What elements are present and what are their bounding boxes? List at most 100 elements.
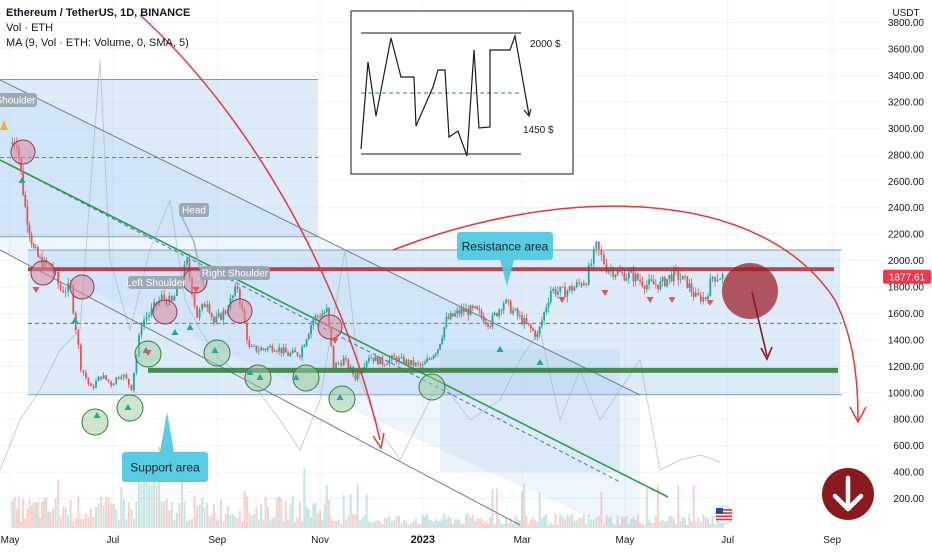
volume-bar [407, 524, 410, 528]
candle-body [443, 326, 446, 338]
volume-bar [451, 523, 454, 528]
candle-body [410, 360, 412, 365]
volume-bar [143, 482, 146, 528]
candle-body [434, 353, 437, 356]
volume-bar [386, 518, 389, 528]
candle-body [417, 362, 419, 364]
volume-bar [248, 512, 251, 528]
candle-body [307, 333, 310, 340]
candle-body [625, 278, 628, 281]
candle-body [714, 276, 716, 282]
candle-body [316, 315, 319, 317]
candle-body [255, 345, 258, 352]
volume-bar [561, 515, 564, 528]
candle-body [206, 304, 209, 308]
candle-body [115, 377, 118, 384]
volume-bar [163, 501, 166, 528]
volume-bar [543, 516, 546, 528]
candle-body [289, 353, 292, 357]
candle-body [198, 309, 201, 318]
candle-body [602, 254, 605, 265]
candle-body [117, 377, 120, 379]
price-axis-tick-label: 800.00 [893, 415, 924, 426]
candle-body [668, 274, 671, 279]
volume-bar [321, 520, 324, 528]
volume-bar [36, 501, 39, 528]
candle-body [587, 265, 590, 285]
candle-body [11, 142, 14, 145]
candle-body [694, 292, 697, 297]
volume-bar [456, 519, 459, 528]
volume-bar [489, 516, 492, 528]
us-flag-canton [716, 508, 723, 514]
candle-body [163, 294, 166, 300]
volume-bar [11, 500, 14, 528]
volume-bar [491, 488, 494, 528]
candle-body [478, 309, 481, 311]
volume-bar [13, 496, 16, 528]
channel-midline [0, 159, 621, 483]
volume-bar [405, 521, 408, 528]
volume-bar [484, 521, 487, 528]
candle-body [505, 299, 507, 304]
candle-body [659, 281, 662, 290]
volume-bar [575, 520, 578, 528]
volume-bar [15, 509, 18, 528]
candle-body [125, 374, 128, 379]
candle-body [303, 345, 306, 348]
price-axis-tick-label: 3200.00 [888, 97, 925, 108]
candle-body [148, 314, 150, 318]
volume-bar [102, 505, 105, 528]
candle-body [462, 308, 465, 312]
volume-bar [365, 494, 368, 528]
price-axis-tick-label: 600.00 [893, 441, 924, 452]
candle-body [354, 374, 357, 380]
volume-bar [423, 516, 426, 528]
price-axis-tick-label: 3400.00 [888, 71, 925, 82]
head-label-text: Head [182, 206, 206, 217]
volume-bar [621, 516, 624, 528]
volume-bar [487, 523, 490, 528]
volume-bar [514, 515, 517, 528]
volume-bar [625, 516, 628, 528]
candle-body [487, 323, 489, 327]
candle-body [196, 305, 198, 318]
candle-body [238, 288, 241, 304]
volume-bar [582, 515, 585, 528]
volume-bar [250, 515, 253, 528]
volume-indicator-label: Vol · ETH [6, 22, 54, 34]
candle-body [657, 284, 659, 290]
shoulder-label-tag [0, 93, 37, 107]
resistance-touch-circle [10, 139, 36, 165]
candle-body [405, 359, 408, 365]
candle-body [234, 286, 237, 296]
sell-signal-marker [331, 338, 339, 344]
volume-bar [312, 503, 315, 528]
candle-body [253, 345, 255, 347]
volume-bar [374, 520, 377, 528]
volume-bar [616, 515, 619, 528]
right-shoulder-label-tag [200, 266, 270, 280]
candle-body [681, 275, 684, 280]
last-price-tag [883, 269, 931, 284]
resistance-callout-pointer [500, 260, 514, 286]
candle-body [224, 310, 227, 314]
volume-bar [97, 503, 100, 528]
support-touch-circle [418, 373, 446, 401]
volume-bar [679, 521, 682, 528]
candle-body [291, 350, 294, 354]
volume-bar [449, 518, 452, 528]
candle-body [72, 285, 75, 314]
candle-body [582, 283, 585, 286]
candle-body [215, 316, 218, 323]
volume-bar [24, 518, 27, 528]
volume-bar [590, 518, 593, 528]
candle-body [716, 279, 719, 282]
us-flag-stripe [716, 515, 732, 518]
volume-bar [454, 519, 457, 528]
buy-signal-marker [18, 177, 26, 183]
volume-bar [52, 508, 55, 528]
volume-bar [62, 506, 65, 528]
